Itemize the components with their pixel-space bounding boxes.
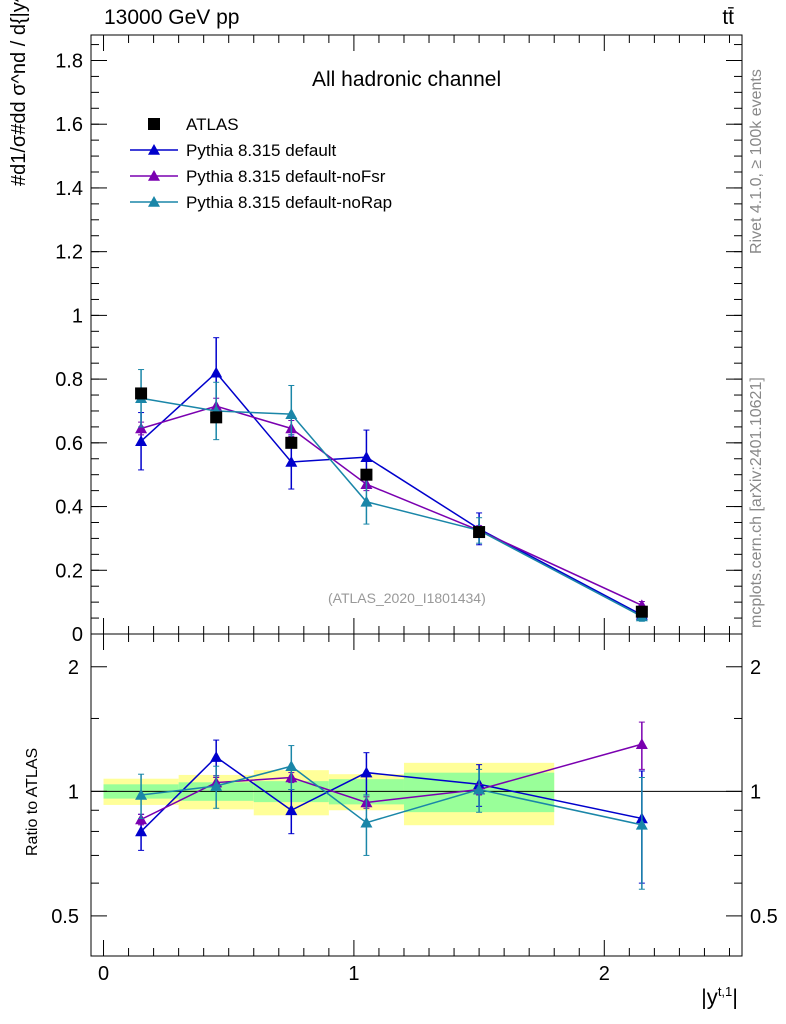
legend-label: Pythia 8.315 default-noFsr (186, 167, 386, 186)
x-axis-label: |yt,1| (701, 984, 738, 1010)
main-ytick-label: 0.6 (55, 433, 83, 455)
atlas-point (473, 526, 486, 539)
legend-marker-atlas (148, 118, 160, 130)
ratio-point-noRap (285, 760, 298, 772)
x-axis-label-sup: t,1 (717, 984, 733, 999)
point-noFsr (135, 422, 148, 434)
header-left: 13000 GeV pp (104, 6, 240, 29)
header-right: tt̄ (722, 6, 734, 29)
series-layer (135, 337, 648, 890)
point-noRap (285, 408, 298, 419)
atlas-point (635, 605, 648, 618)
main-ytick-label: 0.4 (55, 497, 83, 519)
xtick-label: 1 (348, 963, 359, 985)
mcplots-label: mcplots.cern.ch [arXiv:2401.10621] (748, 377, 765, 628)
ratio-ytick-label-right: 0.5 (750, 906, 778, 928)
atlas-point (285, 436, 298, 449)
xtick-label: 0 (98, 963, 109, 985)
point-default (135, 435, 148, 447)
legend: ATLAS Pythia 8.315 default Pythia 8.315 de… (130, 115, 392, 212)
main-ytick-label: 1.6 (55, 114, 83, 136)
ratio-ytick-label: 2 (68, 657, 79, 679)
legend-label: Pythia 8.315 default-noRap (186, 193, 392, 212)
legend-marker (148, 170, 160, 181)
ratio-point-noRap (210, 780, 223, 791)
x-axis-label-end: | (732, 984, 738, 1010)
legend-marker (148, 196, 160, 207)
ratio-ytick-label: 0.5 (51, 906, 79, 928)
main-ytick-label: 1.4 (55, 178, 83, 200)
analysis-watermark: (ATLAS_2020_I1801434) (328, 590, 486, 606)
series-line-noRap (140, 397, 643, 618)
ratio-point-noFsr (635, 738, 648, 749)
chart-title: All hadronic channel (312, 68, 502, 91)
ratio-point-default (135, 825, 148, 837)
ratio-point-default (285, 804, 298, 816)
ratio-line-default (140, 756, 643, 832)
ratio-point-noRap (135, 788, 148, 800)
main-ytick-label: 0.2 (55, 560, 83, 582)
main-ytick-label: 1 (72, 305, 83, 327)
ratio-ytick-label: 1 (68, 781, 79, 803)
ratio-line-noFsr (140, 743, 643, 821)
atlas-point (135, 387, 148, 400)
point-default (210, 366, 223, 378)
point-default (285, 455, 298, 467)
rivet-label: Rivet 4.1.0, ≥ 100k events (748, 69, 765, 254)
main-ytick-label: 1.8 (55, 50, 83, 72)
ratio-point-noRap (360, 816, 373, 828)
ratio-point-noRap (473, 783, 486, 795)
ratio-frame (90, 633, 743, 957)
main-ytick-label: 1.2 (55, 242, 83, 264)
axes: 0 0.2 0.4 0.6 0.8 1 1.2 1.4 1.6 1.8 0.5 0.5 1 1 2 2 0 1 2 (51, 34, 778, 985)
ratio-line-noRap (140, 765, 643, 826)
legend-label: Pythia 8.315 default (186, 141, 337, 160)
ratio-ytick-label-right: 2 (750, 657, 761, 679)
main-ytick-label: 0 (72, 624, 83, 646)
series-noRap (135, 369, 648, 890)
y-axis-label: #d1/σ#dd σ^nd / d{|y^t,1|} (8, 0, 30, 186)
ratio-point-noRap (635, 818, 648, 830)
atlas-point (210, 411, 223, 424)
ratio-point-default (360, 766, 373, 778)
x-axis-label-main: |y (701, 984, 718, 1010)
ratio-point-default (210, 751, 223, 762)
ratio-ytick-label-right: 1 (750, 781, 761, 803)
ratio-y-axis-label: Ratio to ATLAS (24, 747, 41, 856)
legend-label: ATLAS (186, 115, 239, 134)
point-noRap (360, 495, 373, 507)
main-ytick-label: 0.8 (55, 369, 83, 391)
legend-marker (148, 144, 160, 155)
point-default (360, 451, 373, 462)
atlas-point (360, 468, 373, 481)
series-atlas (135, 387, 648, 618)
xtick-label: 2 (599, 963, 610, 985)
series-line-noFsr (140, 405, 643, 607)
